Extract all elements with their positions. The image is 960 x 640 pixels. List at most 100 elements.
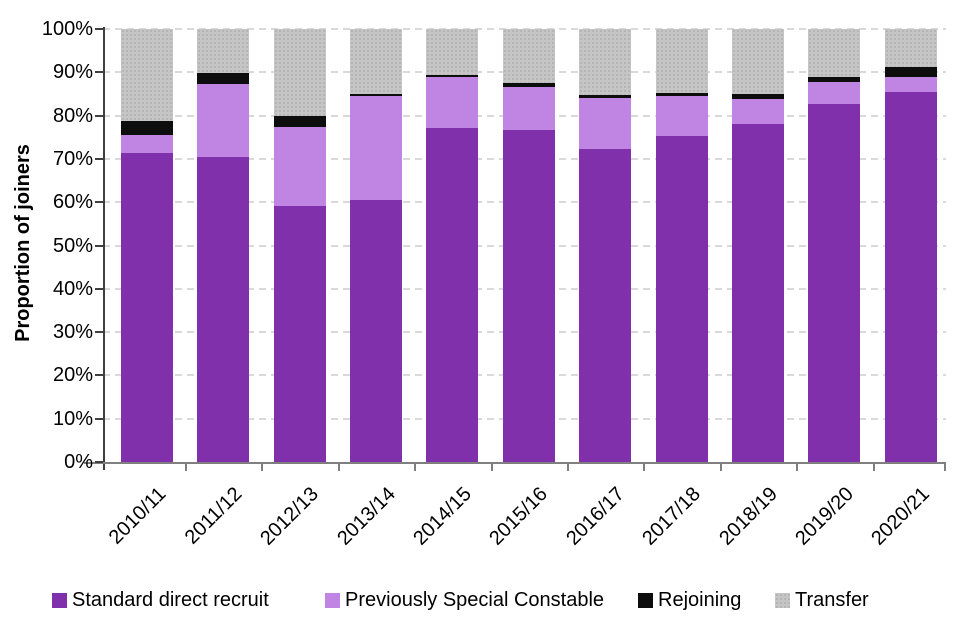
x-axis-tick [643, 464, 646, 471]
legend-label: Standard direct recruit [72, 589, 269, 611]
bar-segment-rejoining [731, 94, 784, 100]
y-axis-tick-label: 70% [52, 147, 93, 170]
x-axis-tick [796, 464, 799, 471]
legend-item-transfer: Transfer [775, 590, 869, 610]
bar-segment-previously-special-constable [120, 135, 173, 154]
bar-segment-standard-direct-recruit [120, 153, 173, 462]
x-axis-label: 2020/21 [867, 483, 935, 550]
y-axis-title: Proportion of joiners [12, 144, 34, 342]
y-axis-tick-label: 0% [64, 451, 93, 473]
bar-segment-previously-special-constable [197, 83, 250, 157]
y-axis-tick-label: 40% [52, 277, 93, 300]
y-axis-tick [95, 157, 103, 160]
bar-segment-previously-special-constable [502, 86, 555, 130]
bar-segment-previously-special-constable [731, 99, 784, 124]
bar-segment-standard-direct-recruit [426, 127, 479, 462]
bar-segment-previously-special-constable [349, 96, 402, 201]
y-axis-tick [95, 244, 103, 247]
y-axis-tick [95, 201, 103, 204]
legend-item-rejoining: Rejoining [638, 590, 741, 610]
bar-segment-previously-special-constable [884, 77, 937, 92]
legend-item-previously-special-constable: Previously Special Constable [325, 590, 604, 610]
y-axis-line [103, 27, 105, 470]
legend-label: Rejoining [658, 589, 742, 611]
bar-segment-transfer [273, 29, 326, 117]
x-axis-tick [490, 464, 493, 471]
bar-segment-transfer [808, 29, 861, 77]
bar-segment-rejoining [426, 74, 479, 78]
y-axis-tick-label: 100% [41, 18, 93, 40]
bar-segment-standard-direct-recruit [731, 123, 784, 462]
y-axis-tick [95, 71, 103, 74]
bar-segment-transfer [655, 29, 708, 93]
x-axis-label: 2017/18 [638, 483, 706, 550]
legend-swatch-transfer [775, 592, 790, 608]
y-axis-tick-label: 80% [52, 104, 93, 127]
legend-item-standard-direct-recruit: Standard direct recruit [52, 590, 269, 610]
bar-segment-rejoining [655, 92, 708, 97]
bar-segment-rejoining [579, 94, 632, 99]
bar-segment-transfer [426, 29, 479, 75]
bar-segment-previously-special-constable [426, 77, 479, 128]
bar-segment-previously-special-constable [655, 96, 708, 136]
bar-segment-previously-special-constable [579, 98, 632, 150]
bar-segment-transfer [502, 29, 555, 84]
y-axis-tick [95, 287, 103, 290]
bar-segment-rejoining [808, 76, 861, 82]
legend-swatch-previously-special-constable [325, 592, 340, 608]
bar-segment-transfer [349, 29, 402, 94]
bar-segment-transfer [120, 29, 173, 121]
x-axis-label: 2012/13 [256, 483, 324, 550]
x-axis-tick [261, 464, 264, 471]
x-axis-tick [414, 464, 417, 471]
y-axis-tick-label: 10% [52, 407, 93, 430]
bar-segment-transfer [884, 29, 937, 67]
x-axis-tick [337, 464, 340, 471]
y-axis-tick-label: 50% [52, 234, 93, 257]
bar-segment-standard-direct-recruit [349, 200, 402, 462]
bar-segment-transfer [197, 29, 250, 74]
bar-segment-previously-special-constable [273, 126, 326, 206]
legend-label: Transfer [795, 589, 869, 611]
bar-segment-standard-direct-recruit [808, 104, 861, 462]
x-axis-label: 2019/20 [791, 483, 858, 550]
bar-segment-standard-direct-recruit [655, 135, 708, 462]
y-axis-tick-label: 20% [52, 364, 93, 387]
bar-segment-standard-direct-recruit [579, 149, 632, 462]
bar-segment-transfer [579, 29, 632, 95]
x-axis-label: 2011/12 [181, 483, 247, 549]
y-axis-tick [95, 28, 103, 30]
legend-swatch-standard-direct-recruit [52, 592, 67, 608]
x-axis-label: 2014/15 [409, 483, 476, 550]
x-axis-tick [872, 464, 875, 471]
bar-segment-rejoining [273, 116, 326, 127]
bar-segment-standard-direct-recruit [197, 156, 250, 462]
y-axis-tick [95, 331, 103, 334]
y-axis-tick [95, 114, 103, 117]
x-axis-line [84, 462, 946, 464]
x-axis-label: 2010/11 [104, 483, 171, 549]
legend-swatch-rejoining [638, 592, 653, 608]
bar-segment-standard-direct-recruit [884, 91, 937, 462]
bar-segment-rejoining [884, 66, 937, 78]
legend-label: Previously Special Constable [345, 589, 605, 611]
bar-segment-rejoining [349, 93, 402, 97]
bar-segment-rejoining [197, 73, 250, 84]
y-axis-tick-label: 60% [52, 191, 93, 214]
bar-segment-rejoining [502, 83, 555, 87]
y-axis-tick-label: 30% [52, 321, 93, 344]
x-axis-label: 2016/17 [561, 483, 629, 550]
bar-segment-transfer [731, 29, 784, 95]
bar-segment-standard-direct-recruit [502, 129, 555, 462]
x-axis-label: 2018/19 [714, 483, 782, 550]
y-axis-tick-label: 90% [52, 61, 93, 84]
x-axis-label: 2015/16 [485, 483, 553, 550]
x-axis-label: 2013/14 [332, 483, 400, 550]
y-axis-tick [95, 461, 103, 463]
x-axis-tick [944, 464, 946, 471]
y-axis-tick [95, 374, 103, 377]
bar-segment-previously-special-constable [808, 81, 861, 105]
bar-segment-standard-direct-recruit [273, 205, 326, 462]
bar-segment-rejoining [120, 120, 173, 136]
